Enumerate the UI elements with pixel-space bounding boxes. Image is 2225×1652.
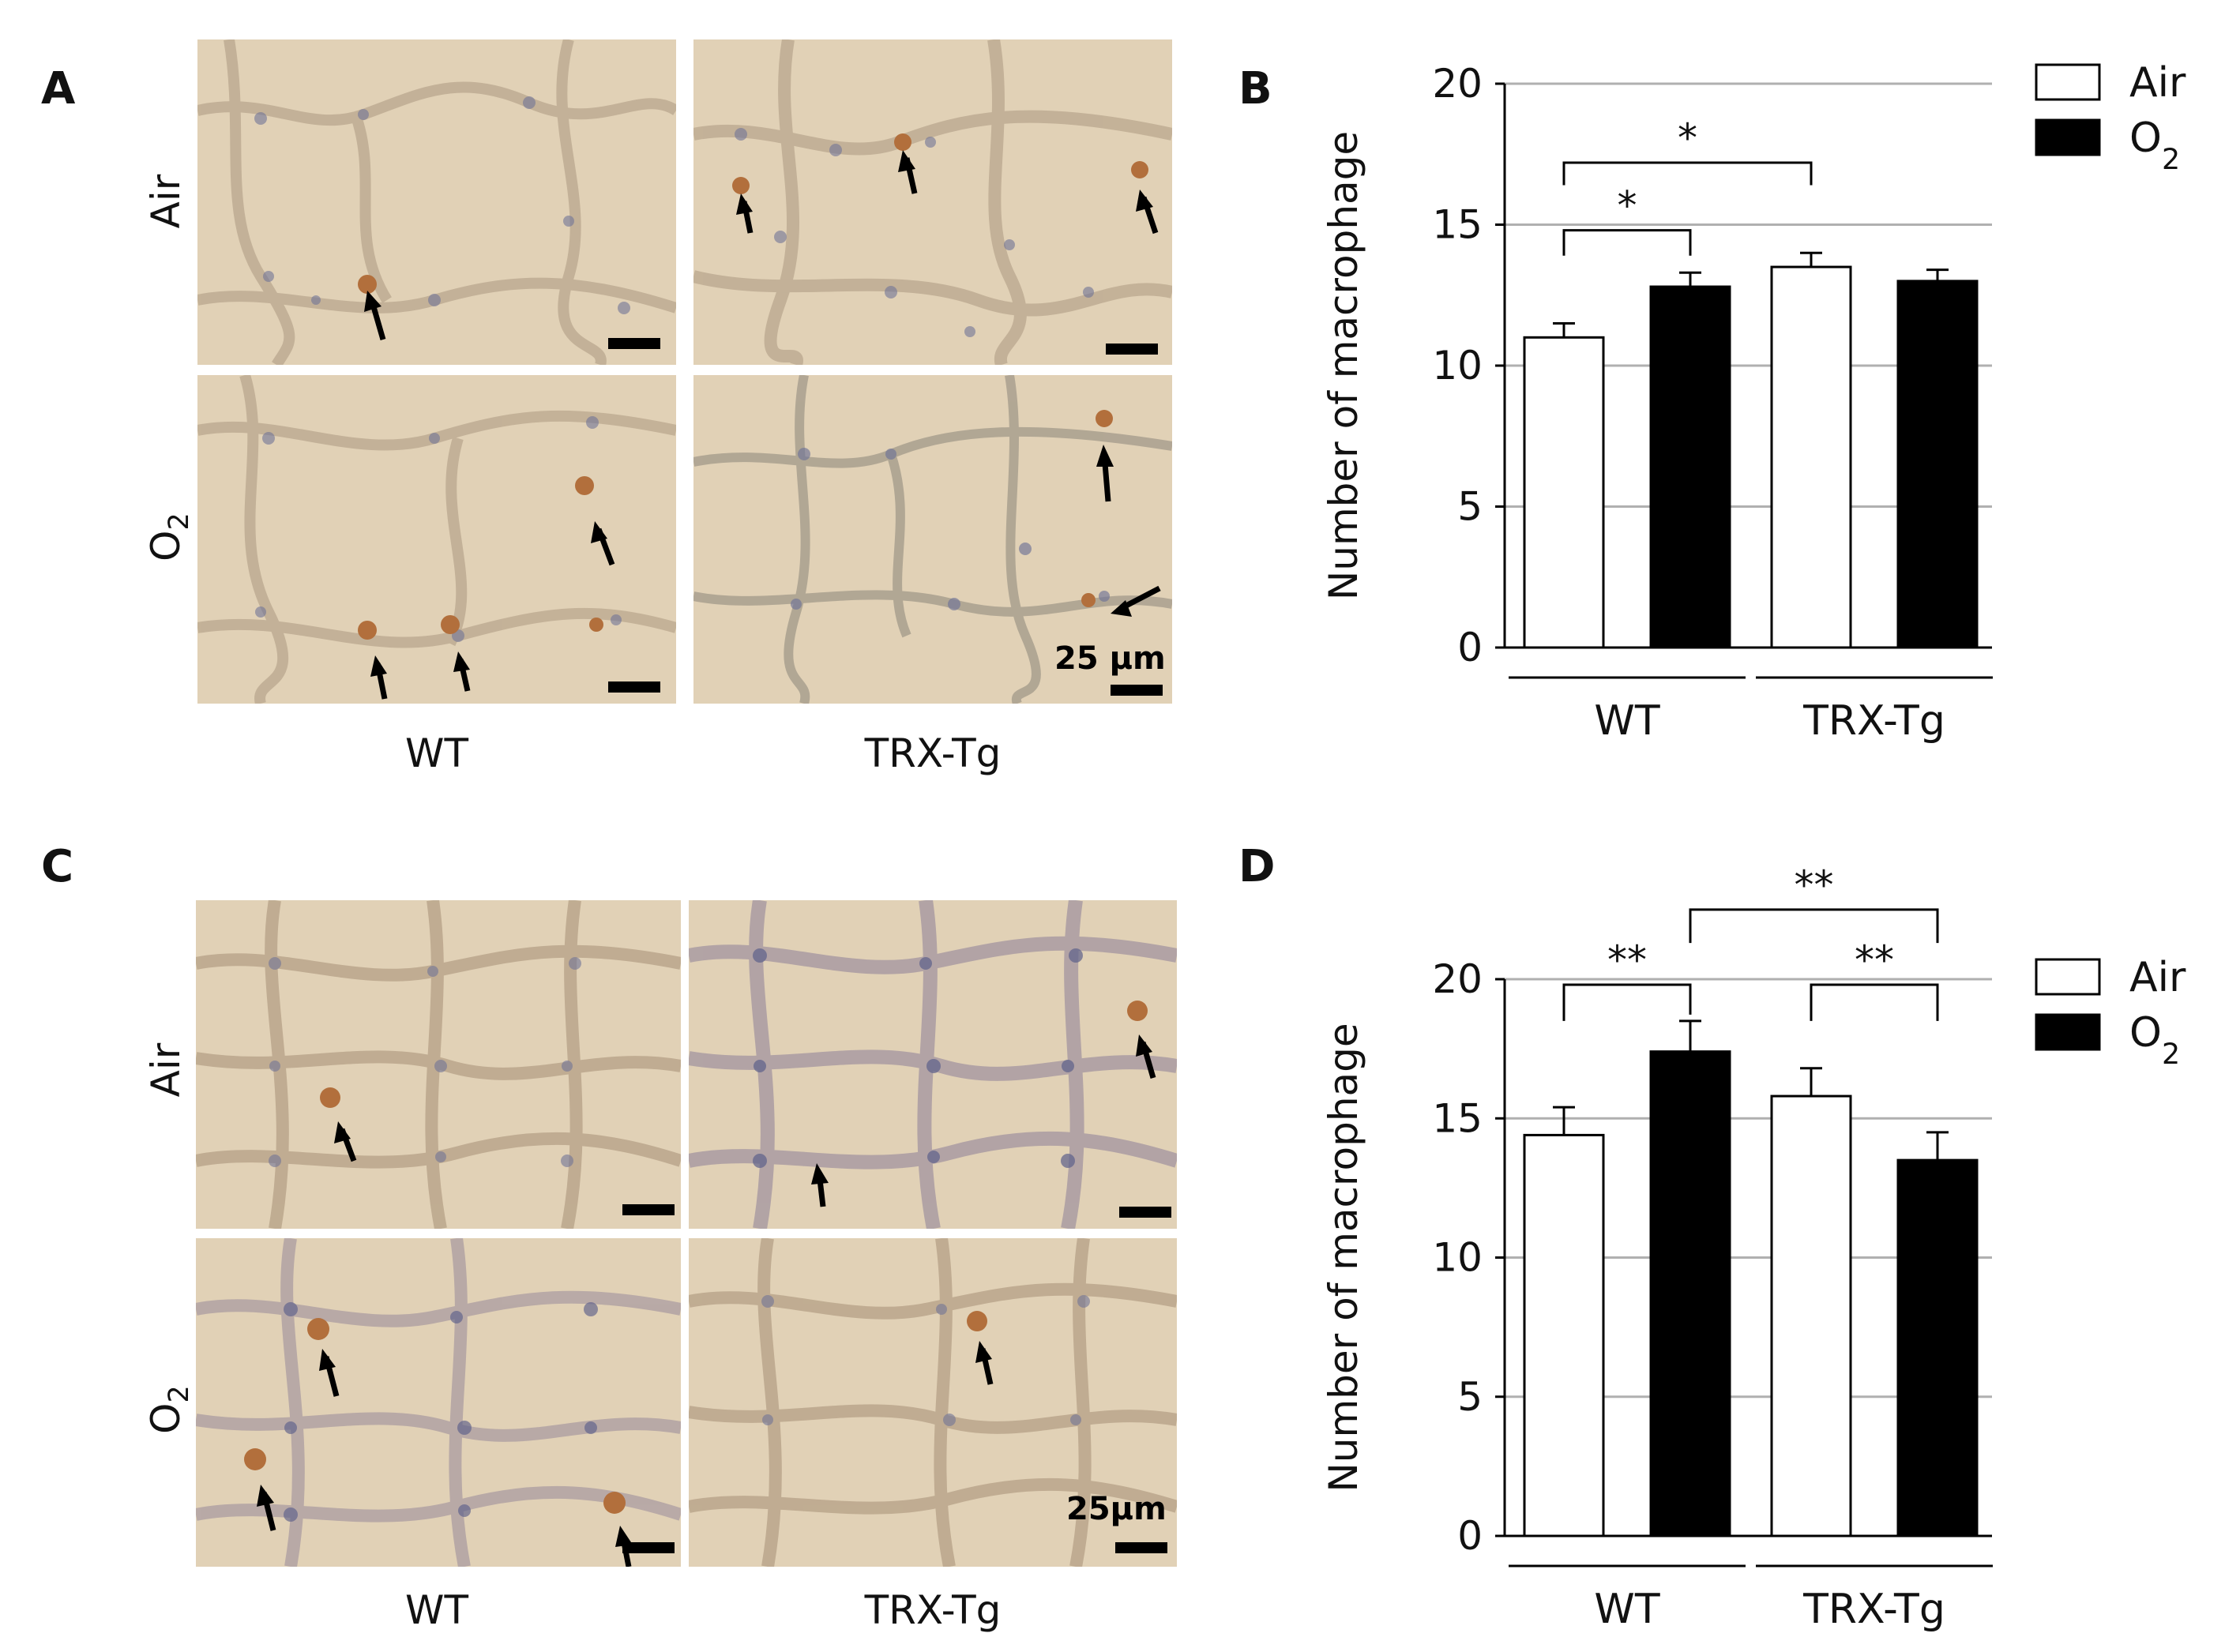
legend-label-O2: O2: [2129, 115, 2180, 176]
significance-bracket: [1562, 229, 1692, 256]
legend-swatch-Air: [2035, 63, 2101, 101]
micrograph-c-trx-o2: 25μm: [689, 1238, 1177, 1567]
scale-label: 25μm: [1066, 1491, 1167, 1527]
significance-marker: *: [1618, 183, 1637, 229]
legend-swatch-O2: [2035, 118, 2101, 156]
significance-bracket: [1810, 983, 1939, 1021]
tissue-texture: [197, 375, 676, 704]
tissue-texture: [689, 900, 1177, 1229]
scale-bar: [608, 681, 660, 693]
tissue-texture: [196, 900, 681, 1229]
tissue-texture: [689, 1238, 1177, 1567]
legend-swatch-O2: [2035, 1013, 2101, 1051]
y-axis-label: Number of macrophage: [1321, 1023, 1366, 1492]
tissue-texture: [196, 1238, 681, 1567]
bar-chart-d: 0 5 10 15 20 Number of macrophage WT TRX-Tg ** **…: [1321, 862, 2186, 1633]
y-tick-label: 5: [1457, 1374, 1483, 1420]
bar-chart-b: 0 5 10 15 20 Number of macrophage WT TRX-Tg * * Ai…: [1321, 59, 2186, 745]
significance-bracket: [1562, 983, 1692, 1021]
y-tick-label: 10: [1432, 1235, 1483, 1281]
tissue-texture: [693, 375, 1172, 704]
scale-bar: [1115, 1542, 1167, 1553]
scale-bar: [1119, 1207, 1171, 1218]
micrograph-c-trx-air: [689, 900, 1177, 1229]
legend-label-Air: Air: [2129, 59, 2186, 107]
panel-letter-c: C: [41, 841, 74, 892]
y-tick-label: 0: [1457, 1513, 1483, 1559]
row-label-o2: O2: [143, 512, 195, 561]
category-label-TRX-Tg: TRX-Tg: [1802, 697, 1945, 745]
bar-TRX-Tg-O2: [1896, 280, 1979, 649]
y-tick-label: 20: [1432, 61, 1483, 107]
significance-marker: **: [1855, 937, 1894, 983]
y-tick-label: 15: [1432, 202, 1483, 248]
bar-TRX-Tg-Air: [1770, 265, 1852, 649]
bar-WT-Air: [1523, 1133, 1605, 1537]
scale-bar: [622, 1542, 675, 1553]
scale-bar: [608, 338, 660, 349]
tissue-texture: [693, 39, 1172, 365]
tissue-texture: [197, 39, 676, 365]
significance-marker: **: [1795, 862, 1834, 908]
scale-bar: [622, 1204, 675, 1215]
col-label-wt: WT: [405, 730, 468, 776]
row-label-o2: O2: [143, 1385, 195, 1434]
panel-letter-a: A: [41, 63, 76, 115]
legend-swatch-Air: [2035, 958, 2101, 996]
scale-label: 25 μm: [1054, 640, 1166, 677]
category-label-WT: WT: [1594, 697, 1659, 745]
category-label-WT: WT: [1594, 1586, 1659, 1633]
col-label-wt: WT: [405, 1587, 468, 1633]
legend-label-Air: Air: [2129, 954, 2186, 1001]
col-label-trx-tg: TRX-Tg: [864, 1587, 1002, 1633]
significance-bracket: [1689, 908, 1939, 944]
bar-WT-Air: [1523, 336, 1605, 649]
bar-TRX-Tg-O2: [1896, 1158, 1979, 1537]
y-tick-label: 0: [1457, 625, 1483, 670]
significance-marker: *: [1678, 115, 1697, 161]
micrograph-a-wt-air: [197, 39, 676, 365]
bar-TRX-Tg-Air: [1770, 1094, 1852, 1537]
micrograph-a-trx-o2: 25 μm: [693, 375, 1172, 704]
panel-letter-b: B: [1238, 63, 1272, 115]
micrograph-a-trx-air: [693, 39, 1172, 365]
significance-bracket: [1562, 161, 1813, 186]
row-label-air: Air: [143, 1042, 189, 1098]
y-tick-label: 15: [1432, 1095, 1483, 1141]
col-label-trx-tg: TRX-Tg: [864, 730, 1002, 776]
category-label-TRX-Tg: TRX-Tg: [1802, 1586, 1945, 1633]
significance-marker: **: [1607, 937, 1647, 983]
scale-bar: [1111, 685, 1163, 696]
y-axis-label: Number of macrophage: [1321, 131, 1366, 600]
scale-bar: [1106, 344, 1158, 355]
micrograph-c-wt-o2: [196, 1238, 681, 1567]
y-tick-label: 20: [1432, 956, 1483, 1002]
micrograph-c-wt-air: [196, 900, 681, 1229]
bar-WT-O2: [1649, 285, 1731, 649]
panel-letter-d: D: [1238, 841, 1276, 892]
y-tick-label: 5: [1457, 484, 1483, 530]
micrograph-a-wt-o2: [197, 375, 676, 704]
bar-WT-O2: [1649, 1050, 1731, 1537]
legend-label-O2: O2: [2129, 1009, 2180, 1071]
y-tick-label: 10: [1432, 343, 1483, 389]
row-label-air: Air: [143, 174, 189, 229]
